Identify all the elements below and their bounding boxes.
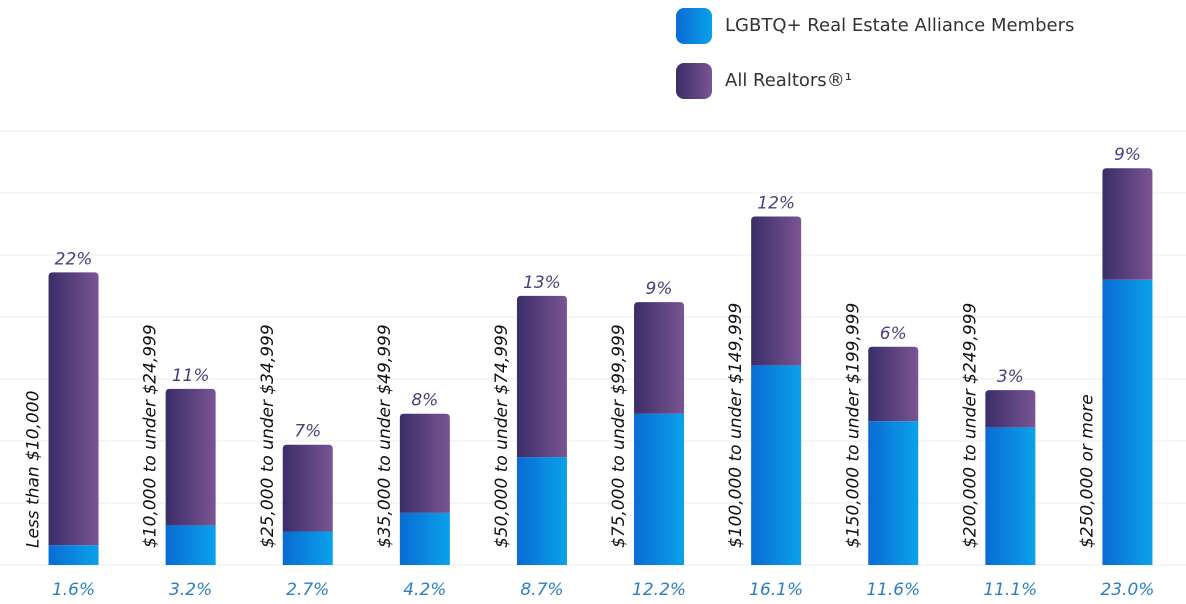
category-label: $35,000 to under $49,999	[375, 324, 395, 548]
value-label: 12.2%	[632, 580, 686, 600]
value-label: 22%	[55, 249, 93, 269]
value-label: 6%	[880, 324, 907, 344]
value-label: 9%	[646, 279, 673, 299]
bar-segment	[751, 365, 802, 565]
legend-label: All Realtors®¹	[725, 70, 852, 91]
bar-segment	[165, 388, 216, 526]
legend-swatch	[676, 8, 712, 44]
bar-segment	[751, 216, 802, 366]
bar-segment	[48, 545, 99, 565]
bar-segment	[1102, 279, 1153, 565]
bar-segment	[48, 272, 99, 546]
bar-segment	[516, 295, 567, 458]
category-label: $25,000 to under $34,999	[258, 324, 278, 548]
category-label: $10,000 to under $24,999	[141, 324, 161, 548]
value-label: 2.7%	[286, 580, 329, 600]
category-label: $75,000 to under $99,999	[609, 324, 629, 548]
category-label: Less than $10,000	[24, 391, 44, 548]
value-label: 1.6%	[52, 580, 95, 600]
bar-segment	[516, 457, 567, 565]
bar-segment	[985, 427, 1036, 565]
value-label: 4.2%	[403, 580, 446, 600]
value-label: 11.1%	[983, 580, 1037, 600]
bar-segment	[282, 531, 333, 565]
value-label: 13%	[523, 273, 561, 293]
legend-label: LGBTQ+ Real Estate Alliance Members	[725, 15, 1074, 36]
value-label: 3%	[997, 367, 1024, 387]
value-label: 8%	[411, 391, 438, 411]
value-label: 23.0%	[1100, 580, 1154, 600]
bar-segment	[868, 421, 919, 565]
value-label: 12%	[757, 194, 795, 214]
value-label: 8.7%	[520, 580, 563, 600]
value-label: 3.2%	[169, 580, 212, 600]
value-label: 11.6%	[866, 580, 920, 600]
value-label: 11%	[172, 366, 210, 386]
category-label: $50,000 to under $74,999	[492, 324, 512, 548]
bar-segment	[634, 413, 685, 565]
value-label: 9%	[1114, 145, 1141, 165]
category-label: $250,000 or more	[1077, 394, 1097, 548]
bar-segment	[985, 390, 1036, 428]
value-label: 7%	[294, 422, 321, 442]
value-label: 16.1%	[749, 580, 803, 600]
bar-segment	[1102, 168, 1153, 280]
category-label: $150,000 to under $199,999	[843, 303, 863, 548]
bar-segment	[399, 512, 450, 565]
bar-segment	[634, 302, 685, 414]
category-label: $200,000 to under $249,999	[960, 303, 980, 548]
category-label: $100,000 to under $149,999	[726, 303, 746, 548]
bar-segment	[399, 413, 450, 513]
bar-segment	[165, 525, 216, 565]
bar-segment	[282, 444, 333, 532]
bar-segment	[868, 346, 919, 422]
legend-swatch	[676, 63, 712, 99]
